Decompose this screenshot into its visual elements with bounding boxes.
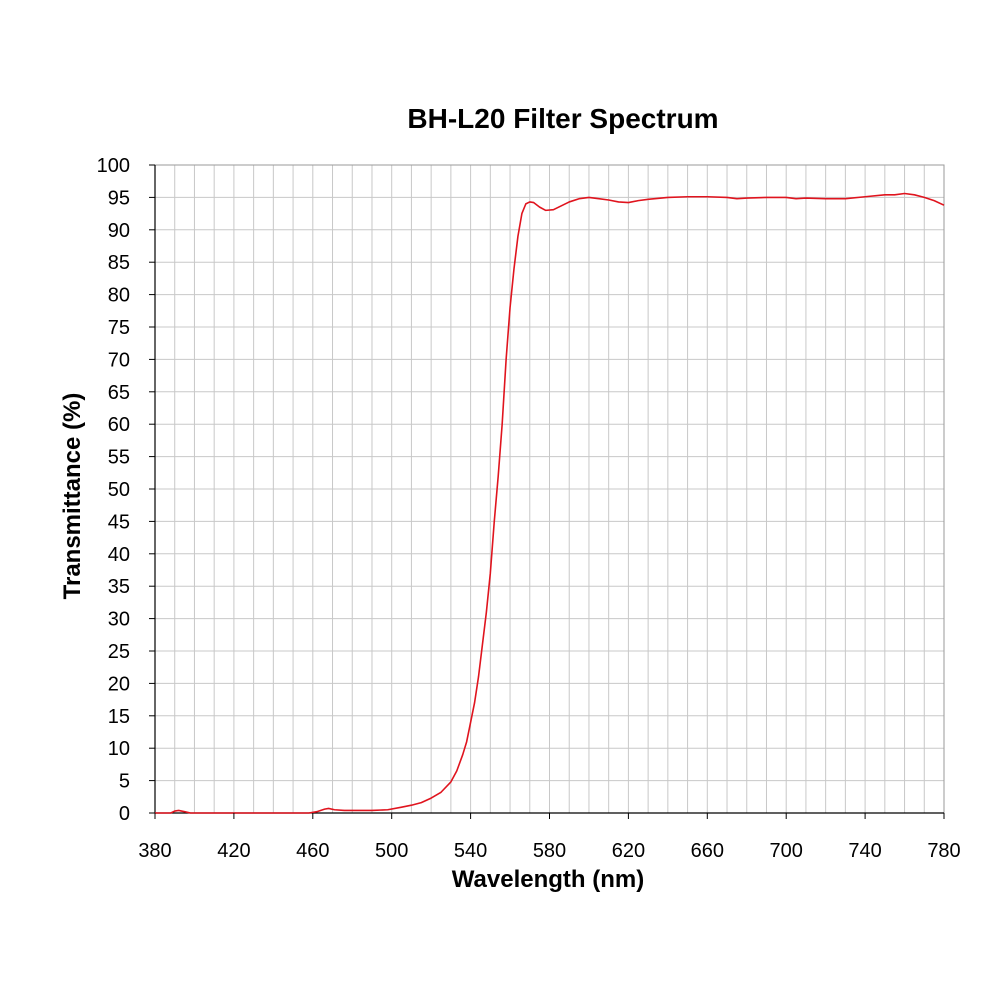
y-tick-label: 60 bbox=[108, 414, 130, 436]
x-tick-label: 420 bbox=[217, 840, 250, 862]
chart-title: BH-L20 Filter Spectrum bbox=[407, 103, 718, 134]
y-tick-label: 20 bbox=[108, 673, 130, 695]
y-tick-label: 90 bbox=[108, 220, 130, 242]
y-tick-label: 35 bbox=[108, 576, 130, 598]
y-tick-label: 5 bbox=[119, 771, 130, 793]
y-tick-label: 40 bbox=[108, 544, 130, 566]
y-tick-label: 100 bbox=[97, 155, 130, 177]
y-tick-label: 25 bbox=[108, 641, 130, 663]
x-tick-label: 740 bbox=[848, 840, 881, 862]
y-tick-label: 55 bbox=[108, 447, 130, 469]
x-tick-label: 540 bbox=[454, 840, 487, 862]
y-tick-label: 30 bbox=[108, 609, 130, 631]
grid-lines bbox=[155, 165, 944, 813]
x-tick-label: 500 bbox=[375, 840, 408, 862]
y-tick-label: 75 bbox=[108, 317, 130, 339]
y-tick-label: 80 bbox=[108, 285, 130, 307]
series-line-0 bbox=[155, 192, 945, 814]
x-axis-label: Wavelength (nm) bbox=[452, 866, 644, 893]
y-tick-label: 50 bbox=[108, 479, 130, 501]
x-axis-ticks: 380 420 460 500 540 580 620 660 700 740 780 bbox=[138, 813, 961, 862]
x-tick-label: 660 bbox=[691, 840, 724, 862]
x-tick-label: 580 bbox=[533, 840, 566, 862]
x-tick-label: 700 bbox=[770, 840, 803, 862]
x-tick-label: 460 bbox=[296, 840, 329, 862]
x-tick-label: 620 bbox=[612, 840, 645, 862]
y-axis-ticks: 0 5 10 15 20 25 30 35 40 45 50 55 60 65 70 75 80 85 90 95 10… bbox=[97, 155, 155, 825]
y-tick-label: 10 bbox=[108, 738, 130, 760]
y-tick-label: 70 bbox=[108, 349, 130, 371]
y-axis-label: Transmittance (%) bbox=[59, 393, 86, 600]
y-tick-label: 45 bbox=[108, 511, 130, 533]
y-tick-label: 15 bbox=[108, 706, 130, 728]
y-tick-label: 85 bbox=[108, 252, 130, 274]
x-tick-label: 780 bbox=[927, 840, 960, 862]
y-tick-label: 95 bbox=[108, 187, 130, 209]
y-tick-label: 65 bbox=[108, 382, 130, 404]
series-layer bbox=[155, 192, 945, 814]
x-tick-label: 380 bbox=[138, 840, 171, 862]
y-tick-label: 0 bbox=[119, 803, 130, 825]
